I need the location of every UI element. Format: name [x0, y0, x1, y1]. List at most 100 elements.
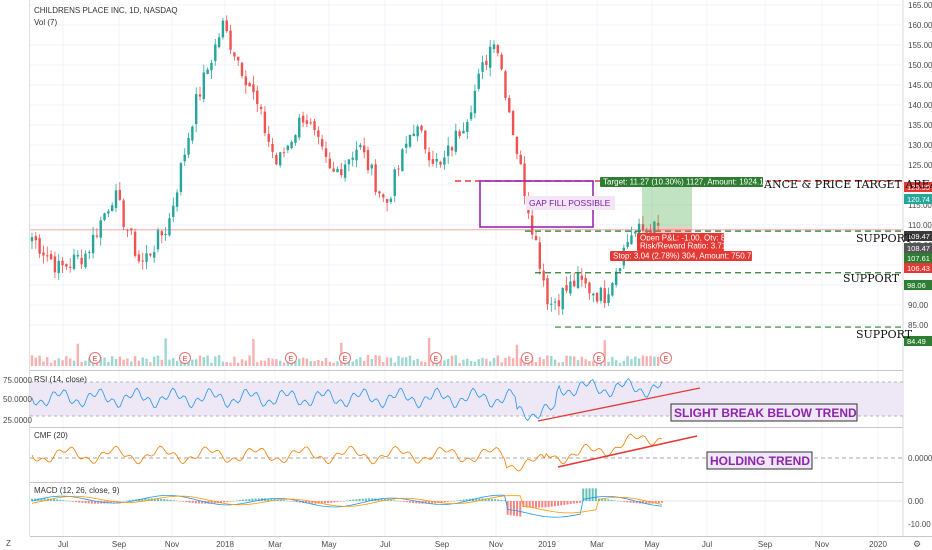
candle-body[interactable] [584, 277, 587, 284]
candle-body[interactable] [164, 234, 167, 236]
earnings-marker-icon[interactable] [430, 352, 442, 364]
candle-body[interactable] [313, 121, 316, 131]
candle-body[interactable] [183, 154, 186, 162]
candle-body[interactable] [84, 253, 87, 268]
candle-body[interactable] [355, 149, 358, 161]
candle-body[interactable] [435, 158, 438, 162]
candle-body[interactable] [450, 147, 454, 151]
candle-body[interactable] [80, 257, 83, 265]
candle-body[interactable] [572, 280, 576, 287]
earnings-marker-icon[interactable] [593, 352, 605, 364]
candle-body[interactable] [76, 254, 80, 257]
candle-body[interactable] [263, 111, 267, 133]
candle-body[interactable] [473, 90, 477, 114]
candle-body[interactable] [366, 150, 370, 171]
candle-body[interactable] [320, 139, 324, 147]
candle-body[interactable] [88, 252, 91, 254]
candle-body[interactable] [569, 281, 572, 294]
candle-body[interactable] [408, 134, 412, 147]
candle-body[interactable] [592, 293, 595, 296]
candle-body[interactable] [244, 76, 248, 86]
candle-body[interactable] [175, 192, 179, 207]
candle-body[interactable] [149, 253, 152, 256]
candle-body[interactable] [477, 73, 480, 89]
candle-body[interactable] [107, 211, 110, 214]
cmf-pane[interactable] [31, 433, 663, 472]
candle-body[interactable] [156, 230, 160, 250]
candle-body[interactable] [114, 190, 118, 208]
candle-body[interactable] [126, 229, 129, 231]
candle-body[interactable] [38, 237, 41, 254]
candle-body[interactable] [72, 254, 76, 269]
candle-body[interactable] [137, 254, 141, 262]
candle-body[interactable] [256, 90, 259, 105]
candle-body[interactable] [103, 213, 106, 220]
earnings-marker-icon[interactable] [339, 352, 351, 364]
candle-body[interactable] [656, 222, 660, 226]
earnings-marker-icon[interactable] [89, 352, 101, 364]
candle-body[interactable] [351, 157, 354, 160]
candle-body[interactable] [34, 236, 38, 241]
candle-body[interactable] [214, 44, 217, 62]
candle-body[interactable] [133, 231, 137, 256]
candle-body[interactable] [595, 292, 599, 302]
candle-body[interactable] [271, 143, 274, 152]
macd-pane[interactable] [31, 488, 663, 518]
candle-body[interactable] [523, 163, 526, 196]
candle-body[interactable] [645, 232, 648, 234]
candle-body[interactable] [462, 130, 465, 134]
candle-body[interactable] [565, 285, 568, 291]
candle-body[interactable] [236, 56, 240, 61]
candle-body[interactable] [221, 20, 225, 38]
candle-body[interactable] [286, 145, 290, 151]
earnings-marker-icon[interactable] [660, 352, 672, 364]
candle-body[interactable] [424, 130, 427, 150]
candle-body[interactable] [443, 157, 446, 165]
candle-body[interactable] [519, 154, 522, 165]
candle-body[interactable] [57, 260, 60, 274]
candle-body[interactable] [347, 159, 351, 165]
candle-body[interactable] [99, 220, 102, 238]
candle-body[interactable] [229, 30, 232, 50]
candle-body[interactable] [122, 200, 125, 227]
candle-body[interactable] [439, 161, 442, 165]
candle-body[interactable] [217, 37, 221, 48]
candle-body[interactable] [492, 44, 496, 50]
candle-body[interactable] [397, 168, 400, 170]
candle-body[interactable] [458, 131, 461, 137]
candle-body[interactable] [91, 234, 95, 254]
candle-body[interactable] [259, 106, 263, 110]
candle-body[interactable] [641, 224, 645, 231]
price-axis[interactable]: 165.00 160.00 155.00 150.00 145.00 140.00 135.… [904, 1, 932, 346]
candle-body[interactable] [618, 268, 622, 272]
candle-body[interactable] [336, 168, 339, 173]
candle-body[interactable] [160, 231, 164, 236]
candle-body[interactable] [191, 126, 194, 141]
candle-body[interactable] [61, 260, 64, 266]
earnings-marker-icon[interactable] [179, 352, 191, 364]
position-profit-zone[interactable] [642, 182, 692, 228]
candle-body[interactable] [290, 141, 293, 149]
candle-body[interactable] [588, 282, 591, 294]
candle-body[interactable] [305, 120, 309, 124]
rsi-note-box[interactable] [670, 403, 858, 422]
position-tool[interactable]: Target: 11.27 (10.30%) 1127, Amount: 192… [600, 177, 769, 261]
candle-body[interactable] [488, 46, 492, 68]
rsi-trend-line[interactable] [537, 387, 701, 422]
candle-body[interactable] [152, 252, 156, 258]
candle-body[interactable] [466, 122, 469, 132]
candle-body[interactable] [110, 205, 114, 212]
candle-body[interactable] [49, 254, 53, 260]
candle-body[interactable] [454, 130, 458, 152]
rsi-pane[interactable] [31, 377, 663, 421]
candle-body[interactable] [561, 288, 564, 310]
candle-body[interactable] [550, 303, 553, 305]
candle-body[interactable] [298, 117, 301, 138]
candle-body[interactable] [362, 145, 366, 153]
candle-body[interactable] [294, 135, 297, 143]
candle-body[interactable] [553, 301, 557, 303]
cmf-trend-line[interactable] [557, 435, 698, 468]
candle-body[interactable] [130, 228, 133, 231]
